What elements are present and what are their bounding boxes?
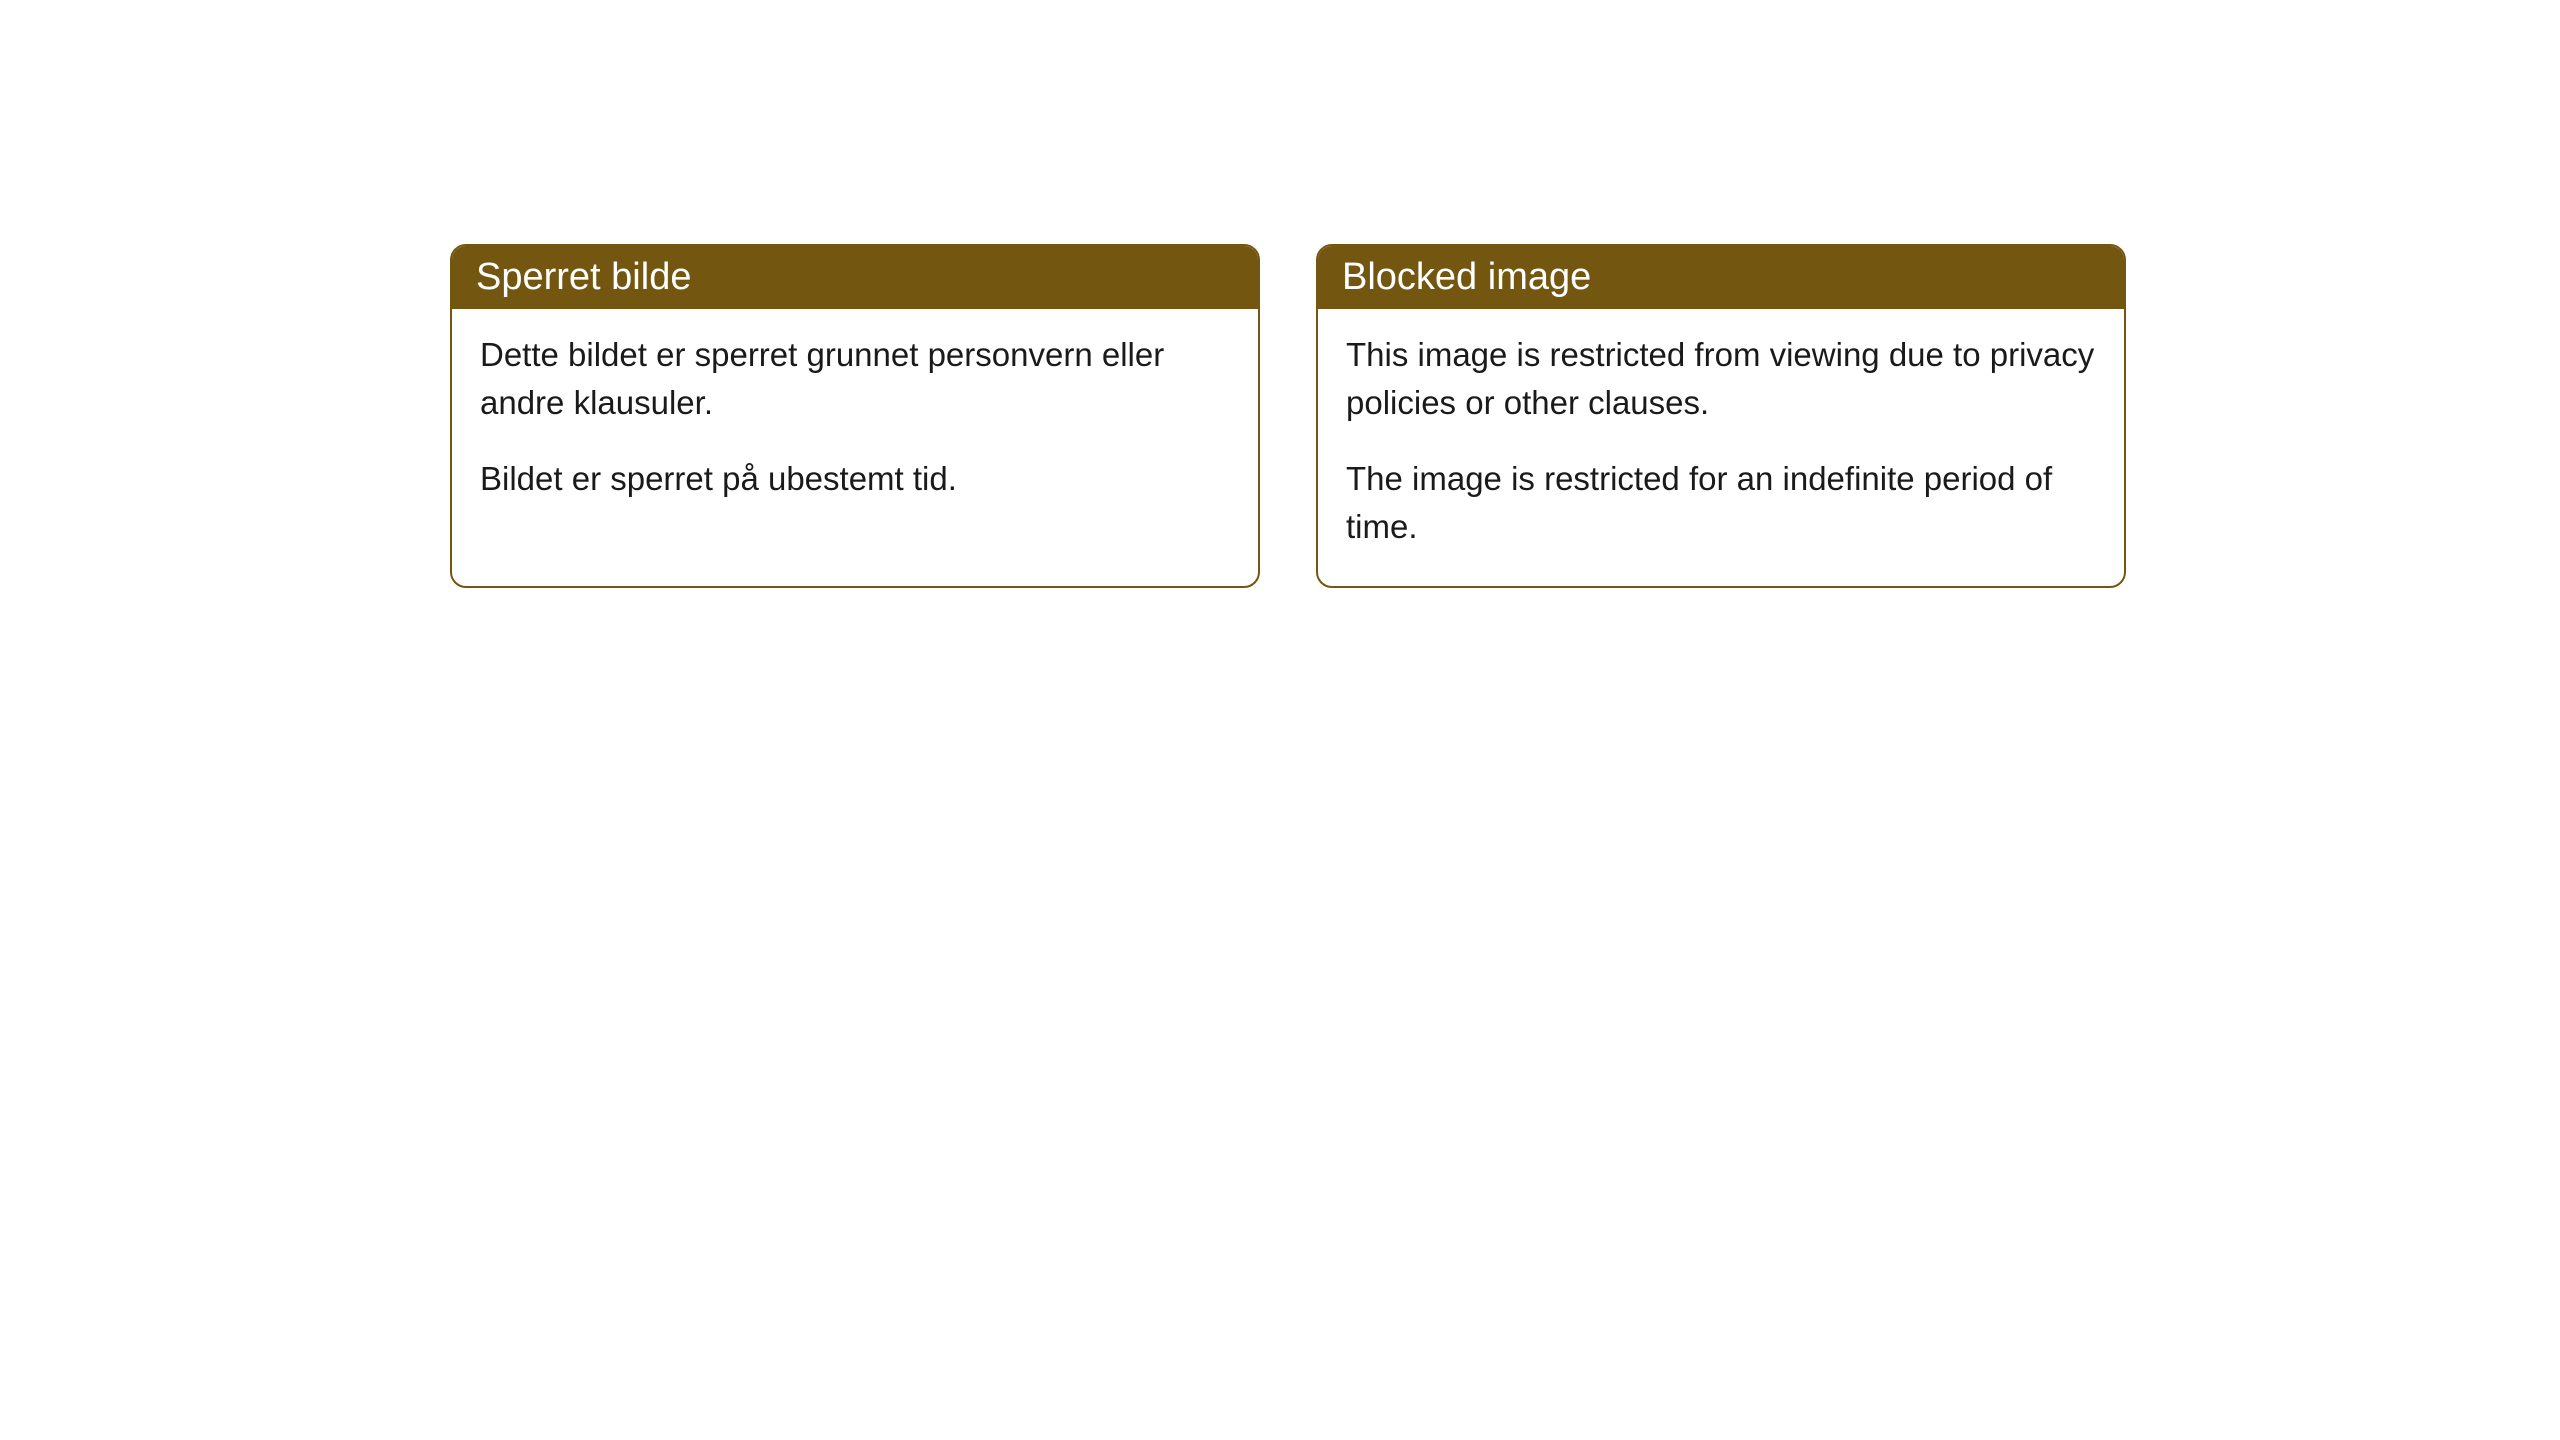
card-body-english: This image is restricted from viewing du… <box>1318 309 2124 586</box>
blocked-image-card-english: Blocked image This image is restricted f… <box>1316 244 2126 588</box>
card-title: Sperret bilde <box>476 256 691 298</box>
blocked-image-card-norwegian: Sperret bilde Dette bildet er sperret gr… <box>450 244 1260 588</box>
card-title: Blocked image <box>1342 256 1591 298</box>
notice-cards-container: Sperret bilde Dette bildet er sperret gr… <box>450 244 2126 588</box>
card-paragraph: This image is restricted from viewing du… <box>1346 331 2096 427</box>
card-header-english: Blocked image <box>1318 246 2124 309</box>
card-paragraph: The image is restricted for an indefinit… <box>1346 455 2096 551</box>
card-body-norwegian: Dette bildet er sperret grunnet personve… <box>452 309 1258 539</box>
card-header-norwegian: Sperret bilde <box>452 246 1258 309</box>
card-paragraph: Dette bildet er sperret grunnet personve… <box>480 331 1230 427</box>
card-paragraph: Bildet er sperret på ubestemt tid. <box>480 455 1230 503</box>
